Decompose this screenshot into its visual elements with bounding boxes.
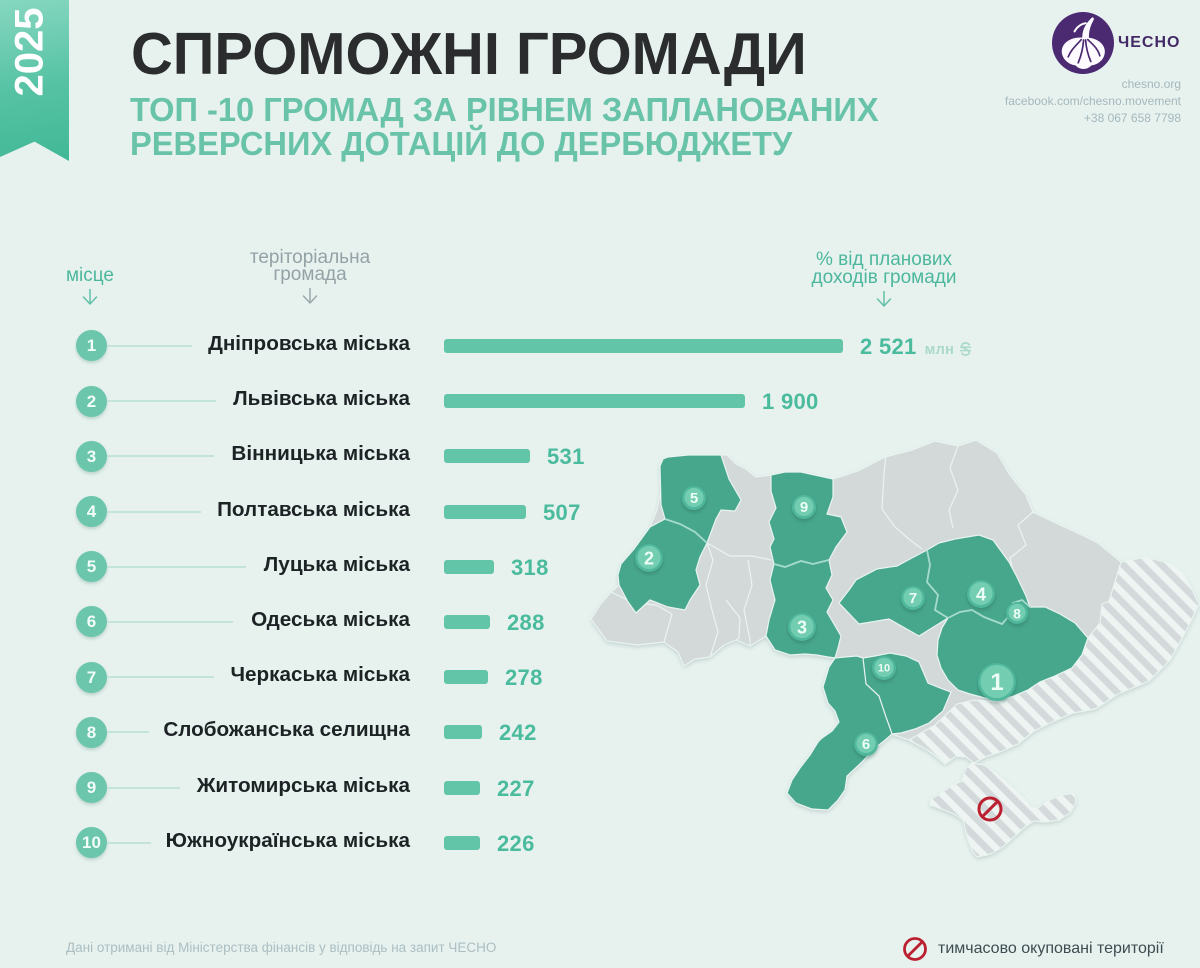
svg-text:6: 6	[862, 736, 870, 753]
svg-text:10: 10	[878, 663, 890, 675]
svg-text:1: 1	[990, 669, 1003, 696]
svg-text:5: 5	[690, 490, 698, 507]
svg-text:3: 3	[797, 618, 807, 638]
svg-text:4: 4	[976, 585, 986, 605]
svg-text:7: 7	[909, 590, 917, 607]
svg-text:2: 2	[644, 549, 654, 569]
svg-text:9: 9	[800, 499, 808, 516]
svg-text:8: 8	[1013, 606, 1021, 622]
